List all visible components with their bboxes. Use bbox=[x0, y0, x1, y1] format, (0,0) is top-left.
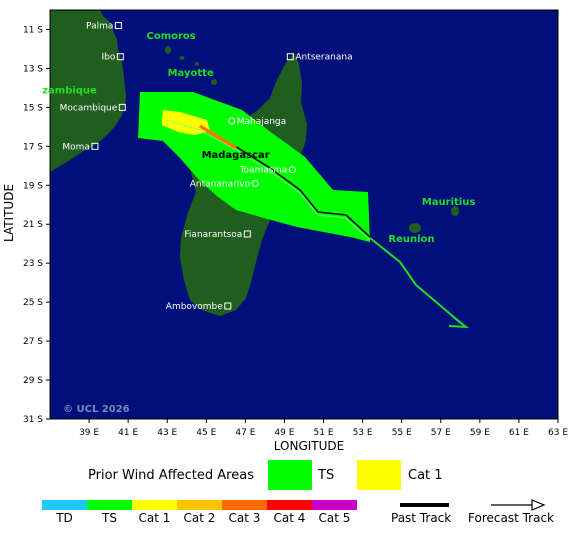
region-label: Reunion bbox=[388, 234, 434, 245]
category-swatch bbox=[87, 500, 132, 510]
place-label: Ibo bbox=[101, 53, 115, 63]
past-track-ts-segment bbox=[164, 119, 371, 241]
place-marker bbox=[91, 142, 99, 150]
lat-tick-label: 17 S bbox=[23, 142, 43, 152]
forecast-track-line bbox=[369, 237, 463, 325]
lat-tick-label: 23 S bbox=[23, 259, 43, 269]
lat-tick-label: 27 S bbox=[23, 337, 43, 347]
past-track-label: Past Track bbox=[391, 511, 452, 525]
lon-tick-label: 43 E bbox=[157, 428, 177, 438]
category-label: Cat 2 bbox=[183, 511, 216, 525]
place-label: Moma bbox=[62, 142, 90, 152]
region-label: zambique bbox=[42, 86, 97, 97]
cat1-area-label: Cat 1 bbox=[408, 468, 443, 483]
place-marker bbox=[224, 302, 232, 310]
lon-tick-label: 45 E bbox=[196, 428, 216, 438]
place-label: Fianarantsoa bbox=[184, 230, 242, 240]
africa-landmass bbox=[50, 10, 126, 172]
place-markers: Palma Ibo Mocambique Moma Antseranana Mahajan… bbox=[60, 22, 353, 312]
x-axis-title: LONGITUDE bbox=[274, 439, 344, 453]
lon-tick-label: 61 E bbox=[509, 428, 529, 438]
forecast-track-label: Forecast Track bbox=[468, 511, 554, 525]
place-marker bbox=[228, 117, 236, 125]
lon-tick-label: 47 E bbox=[235, 428, 255, 438]
lat-tick-label: 25 S bbox=[23, 298, 43, 308]
forecast-track-swatch bbox=[491, 499, 546, 511]
category-label: Cat 3 bbox=[228, 511, 261, 525]
place-marker bbox=[243, 230, 251, 238]
lat-tick-label: 13 S bbox=[23, 64, 43, 74]
place-label: Ambovombe bbox=[166, 302, 223, 312]
lon-tick-label: 59 E bbox=[470, 428, 490, 438]
place-marker bbox=[251, 179, 259, 187]
past-track-cat1-segment bbox=[161, 115, 201, 129]
y-axis-title: LATITUDE bbox=[2, 184, 16, 242]
forecast-arrowhead bbox=[448, 315, 470, 329]
latitude-ticks: 11 S 13 S 15 S 17 S 19 S 21 S 23 S 25 S 27 S 29 S… bbox=[23, 25, 50, 425]
lat-tick-label: 19 S bbox=[23, 181, 43, 191]
region-labels: Comoros Mayotte zambique Mauritius Reunion bbox=[42, 31, 475, 245]
region-label: Comoros bbox=[147, 31, 196, 42]
comoros-island bbox=[165, 46, 171, 54]
place-marker bbox=[286, 53, 294, 61]
lon-tick-label: 49 E bbox=[274, 428, 294, 438]
category-swatch bbox=[132, 500, 177, 510]
lon-tick-label: 55 E bbox=[392, 428, 412, 438]
comoros-island bbox=[179, 56, 185, 60]
lon-tick-label: 51 E bbox=[314, 428, 334, 438]
lat-tick-label: 21 S bbox=[23, 220, 43, 230]
place-label: Antseranana bbox=[295, 53, 352, 63]
lat-tick-label: 29 S bbox=[23, 376, 43, 386]
category-label: Cat 5 bbox=[318, 511, 351, 525]
map-frame bbox=[49, 9, 559, 420]
region-label: Mauritius bbox=[422, 197, 476, 208]
ts-area-label: TS bbox=[318, 468, 335, 483]
lon-tick-label: 53 E bbox=[353, 428, 373, 438]
category-swatch bbox=[177, 500, 222, 510]
madagascar-label: Madagascar bbox=[202, 150, 270, 161]
lon-tick-label: 57 E bbox=[431, 428, 451, 438]
prior-wind-title: Prior Wind Affected Areas bbox=[88, 468, 254, 483]
region-label: Mayotte bbox=[168, 68, 214, 79]
place-marker bbox=[116, 53, 124, 61]
category-swatch bbox=[267, 500, 312, 510]
place-label: Palma bbox=[86, 22, 113, 32]
lon-tick-label: 63 E bbox=[548, 428, 568, 438]
cat1-area-swatch bbox=[357, 460, 401, 490]
place-label: Toamasina bbox=[239, 166, 288, 176]
past-track-cat3-segment bbox=[199, 124, 237, 150]
mayotte-island bbox=[211, 79, 217, 85]
place-marker bbox=[118, 103, 126, 111]
ts-area-swatch bbox=[268, 460, 312, 490]
mauritius-island bbox=[451, 206, 459, 216]
reunion-island bbox=[409, 223, 421, 233]
lon-tick-label: 41 E bbox=[118, 428, 138, 438]
category-swatch bbox=[222, 500, 267, 510]
category-label: Cat 4 bbox=[273, 511, 306, 525]
lat-tick-label: 11 S bbox=[23, 25, 43, 35]
copyright-label: © UCL 2026 bbox=[63, 404, 130, 415]
place-label: Antananarivo bbox=[190, 179, 251, 189]
past-track-swatch bbox=[400, 503, 449, 507]
place-marker bbox=[288, 166, 296, 174]
lat-tick-label: 31 S bbox=[23, 415, 43, 425]
category-label: TS bbox=[102, 511, 117, 525]
longitude-ticks: 39 E 41 E 43 E 45 E 47 E 49 E 51 E 53 E 55 E 57 E… bbox=[79, 419, 568, 438]
comoros-island bbox=[195, 62, 199, 66]
category-swatch bbox=[42, 500, 87, 510]
category-label: TD bbox=[56, 511, 73, 525]
category-swatch bbox=[312, 500, 357, 510]
place-marker bbox=[114, 22, 122, 30]
place-label: Mocambique bbox=[60, 103, 118, 113]
category-label: Cat 1 bbox=[138, 511, 171, 525]
lon-tick-label: 39 E bbox=[79, 428, 99, 438]
place-label: Mahajanga bbox=[237, 117, 286, 127]
lat-tick-label: 15 S bbox=[23, 103, 43, 113]
